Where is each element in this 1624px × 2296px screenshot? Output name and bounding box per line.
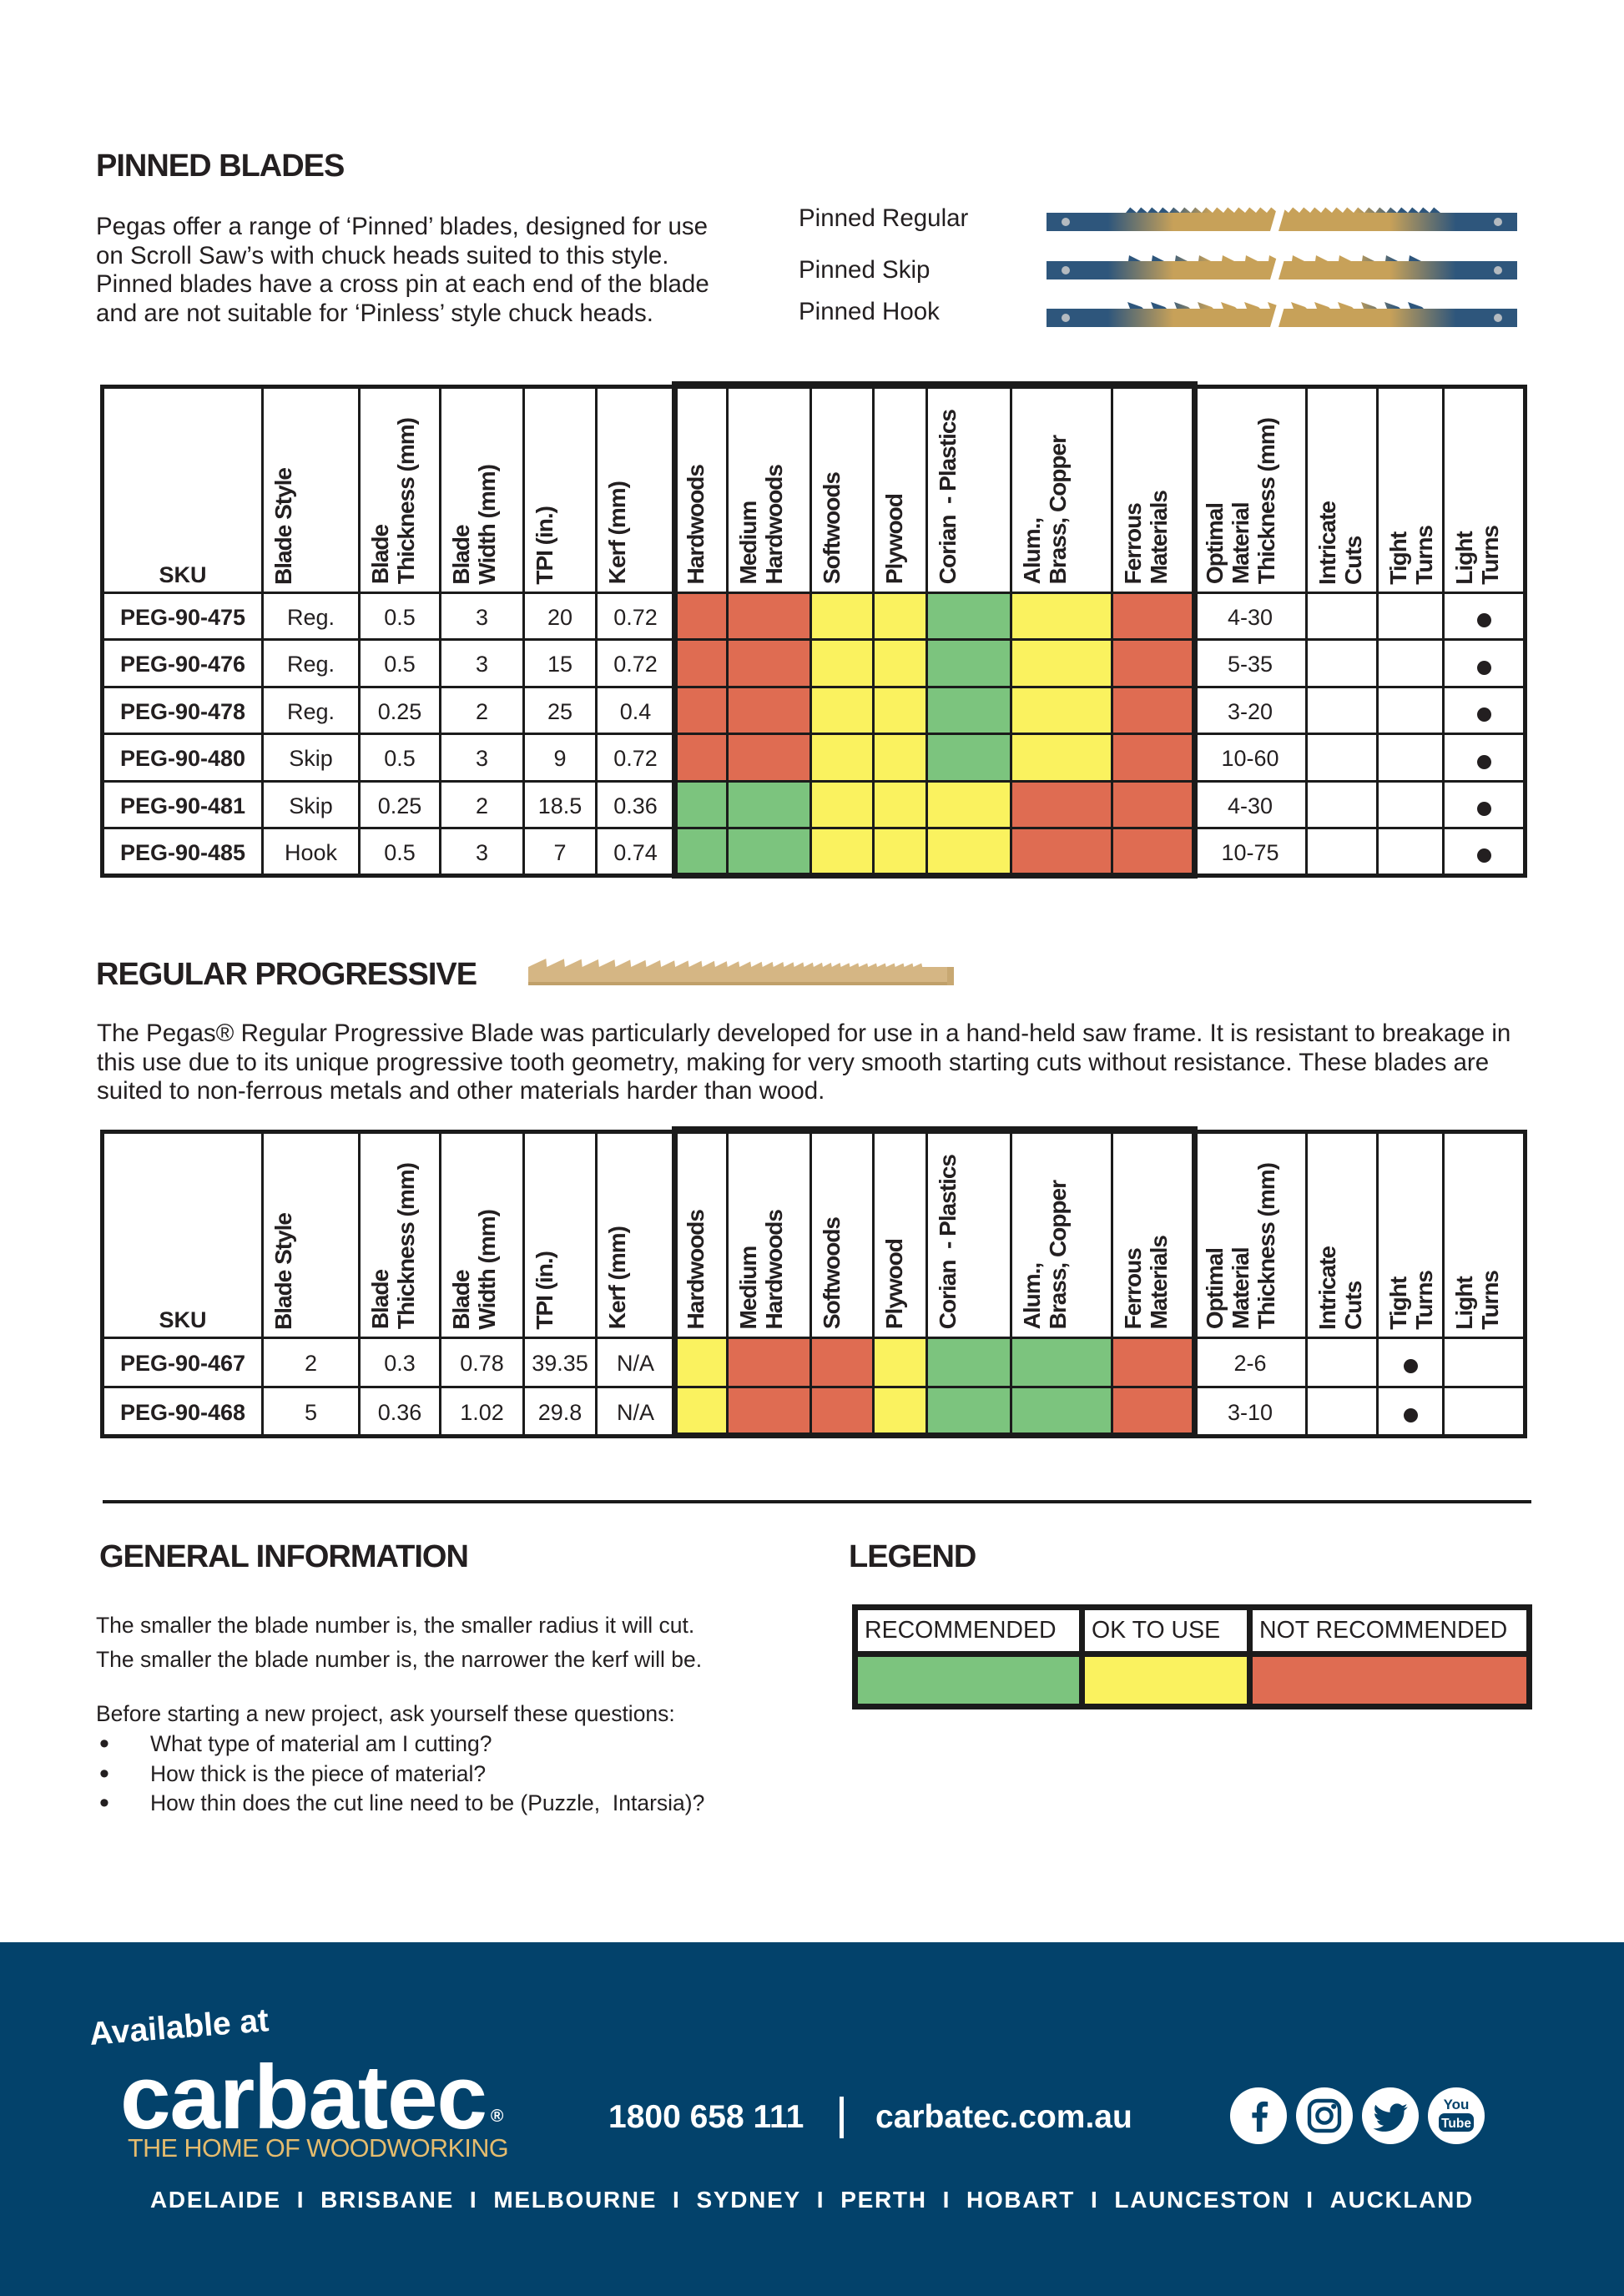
svg-text:Tube: Tube [1441, 2117, 1471, 2131]
svg-text:You: You [1444, 2097, 1470, 2112]
